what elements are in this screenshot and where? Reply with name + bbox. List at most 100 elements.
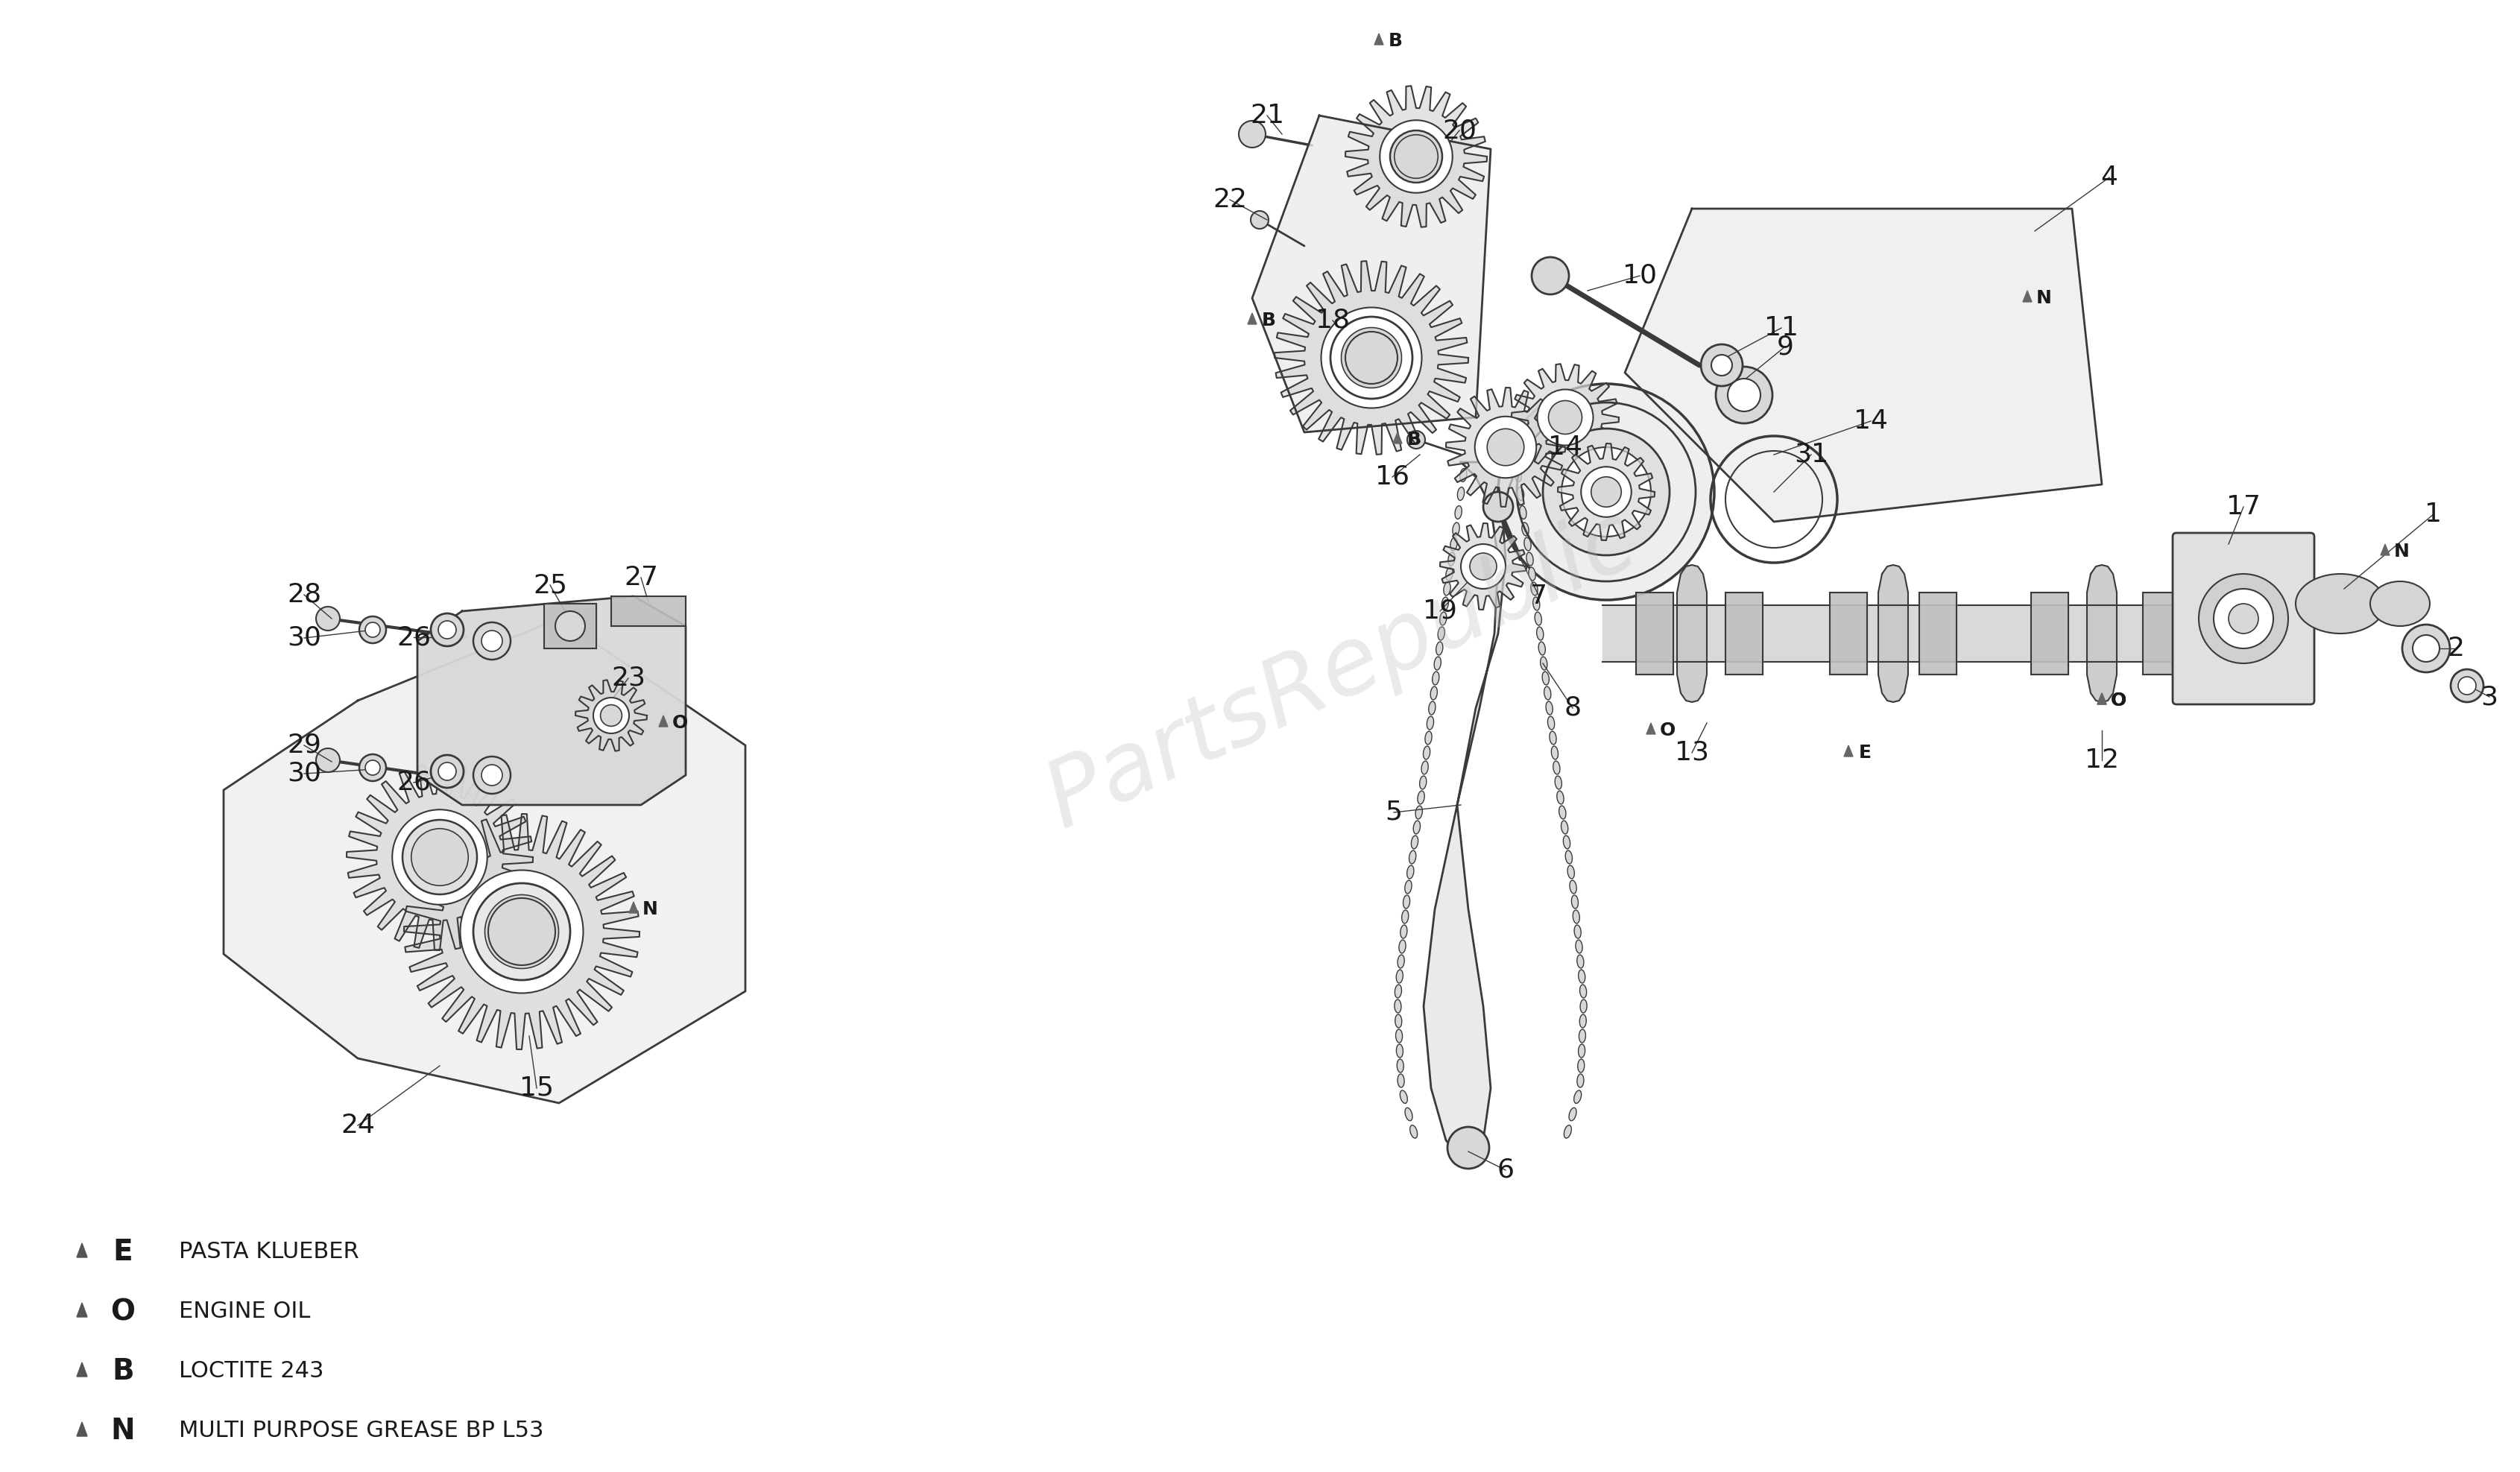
Ellipse shape [1454,506,1462,520]
Polygon shape [1247,314,1257,324]
Ellipse shape [1550,732,1557,745]
Text: 5: 5 [1386,799,1401,826]
Text: 14: 14 [1547,434,1583,459]
Ellipse shape [1399,955,1404,969]
Text: 27: 27 [625,565,658,590]
Circle shape [2200,574,2288,664]
Circle shape [2228,604,2258,633]
Text: 30: 30 [287,626,320,651]
Ellipse shape [1396,1044,1404,1057]
Polygon shape [403,814,640,1050]
Ellipse shape [1572,895,1578,908]
Ellipse shape [1414,821,1421,835]
Ellipse shape [1547,717,1555,730]
Text: 4: 4 [2102,165,2117,190]
Circle shape [461,870,582,994]
Text: B: B [1389,32,1401,50]
Polygon shape [1373,34,1383,44]
Circle shape [1580,467,1630,517]
Text: MULTI PURPOSE GREASE BP L53: MULTI PURPOSE GREASE BP L53 [179,1420,544,1441]
Ellipse shape [1572,910,1580,923]
Ellipse shape [1578,1044,1585,1057]
Ellipse shape [1578,1058,1585,1073]
Text: 20: 20 [1441,118,1477,143]
Circle shape [393,810,486,905]
Circle shape [474,623,512,659]
Ellipse shape [1439,627,1444,640]
Polygon shape [2097,693,2107,704]
Circle shape [1346,331,1399,384]
Ellipse shape [1517,487,1525,500]
Circle shape [1547,400,1583,434]
Ellipse shape [1421,761,1429,774]
Polygon shape [2097,693,2107,704]
Ellipse shape [1426,717,1434,730]
Circle shape [1341,328,1401,389]
Circle shape [481,630,501,652]
Text: 25: 25 [532,573,567,598]
Text: ENGINE OIL: ENGINE OIL [179,1301,310,1322]
Circle shape [1497,384,1714,601]
Ellipse shape [1434,657,1441,670]
Text: 1: 1 [2424,502,2442,527]
Polygon shape [1346,85,1487,227]
Ellipse shape [1545,701,1552,715]
Circle shape [2402,624,2449,673]
Polygon shape [1424,462,1520,1163]
Text: 29: 29 [287,733,320,758]
Ellipse shape [1444,581,1452,596]
Ellipse shape [1570,1108,1578,1120]
Circle shape [315,606,340,630]
Text: 18: 18 [1315,308,1351,333]
Text: 22: 22 [1212,187,1247,212]
Ellipse shape [1396,970,1404,983]
Ellipse shape [1525,537,1532,551]
Circle shape [1474,417,1537,478]
Circle shape [438,621,456,639]
Text: 2: 2 [2447,636,2465,661]
Ellipse shape [1419,790,1424,804]
Ellipse shape [1540,642,1545,655]
Polygon shape [76,1422,88,1437]
Ellipse shape [1580,1014,1585,1027]
Polygon shape [1252,115,1492,433]
Circle shape [474,883,570,980]
Polygon shape [1512,364,1618,471]
Polygon shape [1446,387,1565,506]
Circle shape [1446,1128,1489,1169]
Text: B: B [1263,312,1275,330]
Circle shape [1484,492,1512,521]
Ellipse shape [1565,1125,1572,1138]
Ellipse shape [1439,612,1446,626]
Ellipse shape [1396,1029,1404,1042]
Text: N: N [2036,289,2051,308]
Ellipse shape [1401,910,1409,923]
Circle shape [474,757,512,793]
Ellipse shape [1567,866,1575,879]
Circle shape [1394,135,1439,178]
Text: O: O [1658,721,1676,739]
Circle shape [1542,428,1671,555]
Circle shape [1562,447,1651,537]
Text: 31: 31 [1794,442,1830,467]
Ellipse shape [1459,468,1467,481]
Text: 8: 8 [1565,695,1580,721]
Circle shape [2457,677,2477,695]
Text: O: O [111,1298,136,1326]
Ellipse shape [1457,487,1464,500]
Ellipse shape [1530,581,1537,596]
Ellipse shape [1545,686,1550,699]
Text: 12: 12 [2084,748,2119,773]
Text: N: N [2394,543,2409,561]
Circle shape [600,705,622,726]
Circle shape [365,623,381,637]
Polygon shape [348,764,532,951]
Ellipse shape [1527,552,1532,565]
Ellipse shape [1396,1058,1404,1073]
Circle shape [431,755,464,788]
Circle shape [1406,431,1426,449]
Ellipse shape [1560,805,1565,818]
Circle shape [438,762,456,780]
Text: 24: 24 [340,1113,375,1138]
Circle shape [1381,121,1452,193]
